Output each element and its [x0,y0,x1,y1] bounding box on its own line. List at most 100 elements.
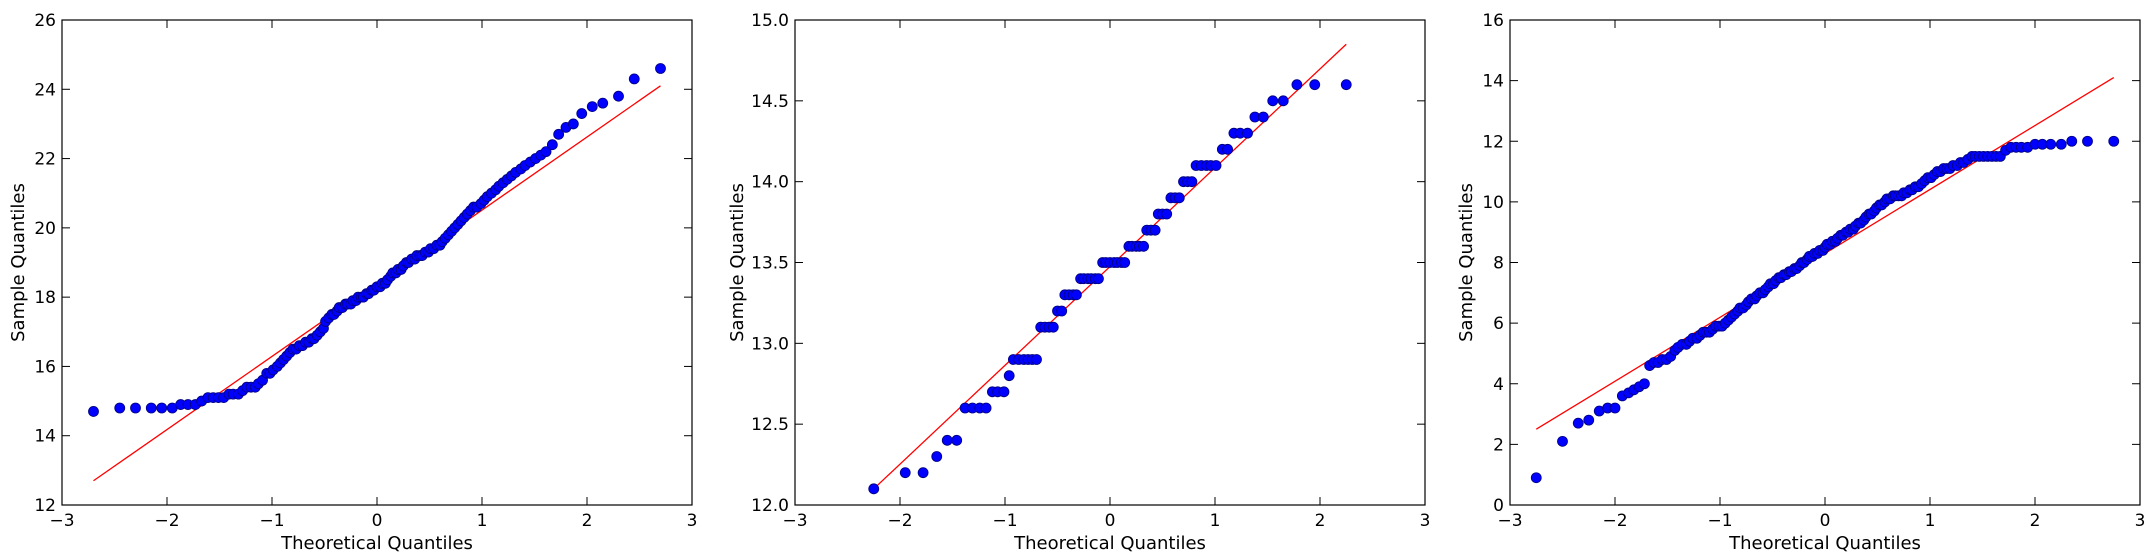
y-tick-label: 16 [34,357,56,377]
y-tick-label: 18 [34,288,56,308]
data-point [1173,192,1185,204]
data-point [1186,176,1198,188]
data-point [88,406,99,417]
x-tick-label: 0 [1105,511,1116,531]
data-point [576,108,588,119]
y-tick-label: 12.0 [751,496,789,516]
data-point [1277,95,1289,107]
y-tick-label: 12 [34,496,56,516]
x-tick-label: 1 [1210,511,1221,531]
x-tick-label: 0 [372,511,383,531]
x-axis-label: Theoretical Quantiles [1013,533,1206,554]
data-point [1583,414,1595,426]
data-point [1149,224,1161,236]
y-tick-label: 12.5 [751,415,789,435]
x-tick-label: −1 [1707,511,1732,531]
x-axis-label: Theoretical Quantiles [280,533,473,554]
data-point [1210,160,1222,171]
data-point [1340,79,1352,91]
data-point [1557,435,1568,447]
x-tick-label: −3 [49,511,74,531]
y-tick-label: 14 [1482,72,1504,92]
axes-frame [1509,19,2141,506]
x-tick-label: 2 [582,511,593,531]
data-point [2108,135,2120,147]
data-point [1609,402,1621,414]
data-point [1222,143,1233,155]
x-tick-label: −1 [259,511,284,531]
y-tick-label: 22 [34,150,56,170]
data-point [951,434,963,446]
data-point [1031,354,1042,365]
data-point [145,402,157,414]
data-point [567,118,579,130]
data-point [1003,370,1015,382]
data-point [1257,111,1269,123]
y-tick-label: 10 [1482,193,1504,213]
y-axis-label: Sample Quantiles [8,183,29,342]
qq-plot-panel-2: −3 −2 −1 0 1 2 3 12.0 12.5 13.0 13.5 14.0 14.5 15.0 Th… [727,11,1430,554]
y-tick-label: 20 [34,219,56,239]
data-point [540,146,552,158]
x-tick-label: −2 [887,511,912,531]
data-point [1530,472,1542,484]
y-tick-label: 12 [1482,132,1504,152]
y-axis-label: Sample Quantiles [727,183,748,342]
y-tick-label: 6 [1493,314,1504,334]
x-tick-label: −1 [992,511,1017,531]
data-point [546,139,558,151]
data-point [1309,79,1321,91]
data-point [1161,208,1173,220]
x-tick-label: −2 [154,511,179,531]
data-point [2055,138,2067,150]
data-point [553,128,565,140]
y-tick-label: 13.0 [751,334,789,354]
data-point [1047,321,1059,333]
data-point [931,451,943,462]
data-point [1242,127,1253,139]
x-tick-label: 3 [1420,511,1431,531]
x-tick-label: 1 [477,511,488,531]
y-tick-label: 14.5 [751,92,789,112]
data-point [613,90,624,102]
y-tick-label: 15.0 [751,11,789,31]
data-point [586,101,598,113]
axes-frame [61,19,693,506]
data-point [1056,305,1068,317]
y-tick-label: 14.0 [751,173,789,193]
data-point [998,386,1010,398]
data-point [980,402,992,414]
y-tick-label: 4 [1493,375,1504,395]
data-point [2066,135,2078,147]
data-point [156,402,168,414]
data-point [1071,289,1082,301]
data-point [1291,79,1303,91]
axes-frame [794,19,1426,506]
y-tick-label: 2 [1493,435,1504,455]
data-point [2082,135,2093,147]
x-tick-label: 1 [1925,511,1936,531]
data-point [917,467,929,479]
data-point [1267,95,1279,107]
data-point [597,97,609,109]
data-point [114,402,126,414]
data-point [868,483,880,495]
x-tick-label: −3 [1497,511,1522,531]
x-axis-label: Theoretical Quantiles [1728,533,1921,554]
data-point [1138,240,1149,252]
data-point [1093,273,1104,285]
data-point [941,434,953,446]
y-axis-label: Sample Quantiles [1456,183,1477,342]
data-point [628,73,640,85]
y-tick-label: 16 [1482,11,1504,31]
data-point [130,402,141,414]
data-point [899,467,911,479]
x-tick-label: −2 [1602,511,1627,531]
x-tick-label: −3 [782,511,807,531]
x-tick-label: 2 [2030,511,2041,531]
x-tick-label: 2 [1315,511,1326,531]
